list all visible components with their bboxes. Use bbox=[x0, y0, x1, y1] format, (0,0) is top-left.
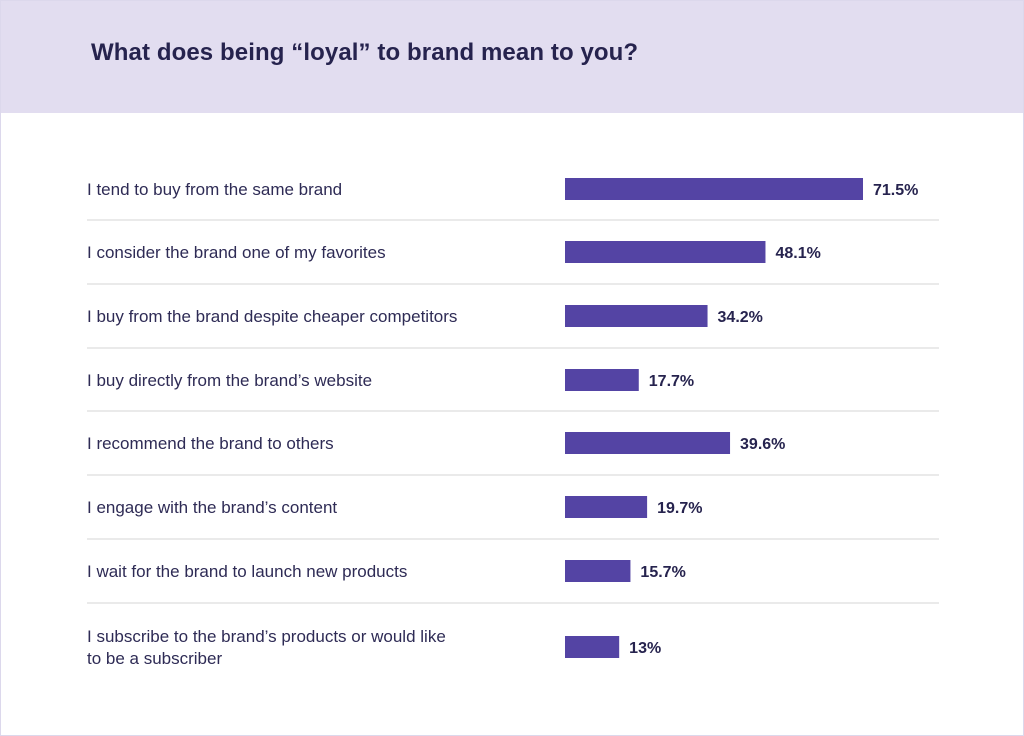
category-label: I wait for the brand to launch new produ… bbox=[87, 562, 407, 581]
bar bbox=[565, 305, 708, 327]
value-label: 17.7% bbox=[649, 373, 694, 390]
category-label: I consider the brand one of my favorites bbox=[87, 243, 386, 262]
category-label: I recommend the brand to others bbox=[87, 434, 334, 453]
bar bbox=[565, 241, 766, 263]
category-label: I subscribe to the brand’s products or w… bbox=[87, 627, 446, 646]
value-label: 71.5% bbox=[873, 182, 918, 199]
category-label: to be a subscriber bbox=[87, 649, 222, 668]
bar bbox=[565, 369, 639, 391]
bar bbox=[565, 432, 731, 454]
category-label: I buy directly from the brand’s website bbox=[87, 371, 372, 390]
category-label: I buy from the brand despite cheaper com… bbox=[87, 307, 457, 326]
value-label: 15.7% bbox=[640, 564, 685, 581]
bar bbox=[565, 636, 620, 658]
bar bbox=[565, 496, 648, 518]
value-label: 39.6% bbox=[740, 436, 785, 453]
category-label: I tend to buy from the same brand bbox=[87, 180, 342, 199]
value-label: 34.2% bbox=[718, 309, 763, 326]
category-label: I engage with the brand’s content bbox=[87, 498, 337, 517]
chart-title: What does being “loyal” to brand mean to… bbox=[91, 39, 639, 66]
value-label: 19.7% bbox=[657, 500, 702, 517]
value-label: 13% bbox=[629, 640, 661, 657]
bar bbox=[565, 178, 863, 200]
value-label: 48.1% bbox=[775, 245, 820, 262]
chart-header bbox=[1, 1, 1023, 113]
bar bbox=[565, 560, 631, 582]
